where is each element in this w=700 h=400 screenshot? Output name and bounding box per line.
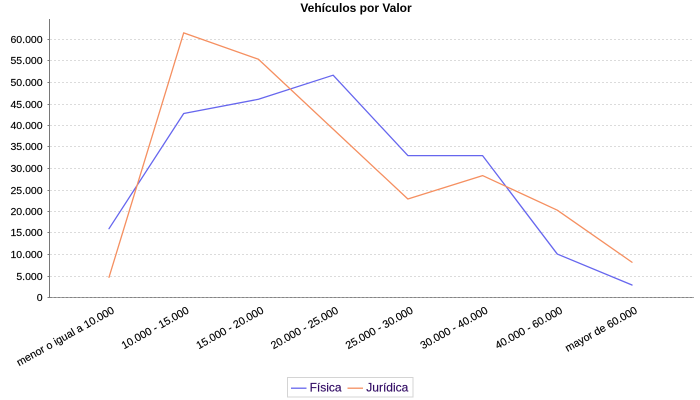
svg-text:45.000: 45.000	[10, 99, 42, 111]
svg-text:Vehículos por Valor: Vehículos por Valor	[300, 1, 412, 15]
svg-text:0: 0	[37, 292, 43, 304]
svg-text:50.000: 50.000	[10, 77, 42, 89]
svg-text:5.000: 5.000	[16, 271, 42, 283]
svg-text:Jurídica: Jurídica	[366, 381, 408, 395]
svg-text:60.000: 60.000	[10, 34, 42, 46]
svg-text:25.000: 25.000	[10, 185, 42, 197]
svg-text:55.000: 55.000	[10, 55, 42, 67]
svg-text:40.000: 40.000	[10, 120, 42, 132]
svg-text:Física: Física	[310, 381, 342, 395]
svg-text:30.000: 30.000	[10, 163, 42, 175]
svg-text:15.000: 15.000	[10, 227, 42, 239]
svg-text:10.000: 10.000	[10, 249, 42, 261]
svg-text:20.000: 20.000	[10, 206, 42, 218]
svg-text:35.000: 35.000	[10, 141, 42, 153]
